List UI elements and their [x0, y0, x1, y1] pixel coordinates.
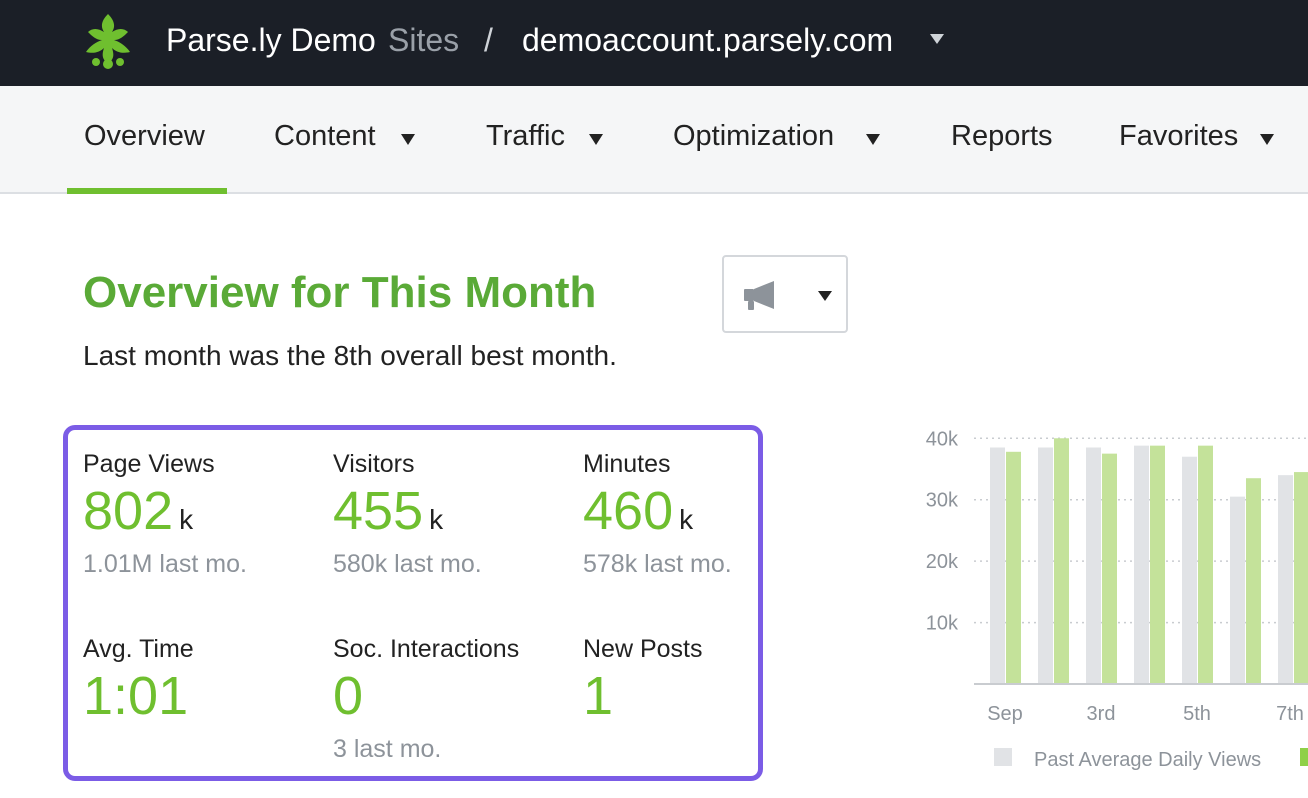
bar-current — [1198, 445, 1213, 684]
bar-past — [1230, 496, 1245, 684]
bar-current — [1006, 451, 1021, 684]
metric-value: 0 — [333, 666, 364, 726]
bar-past — [1086, 447, 1101, 684]
active-tab-indicator — [67, 188, 227, 194]
metric-label: Visitors — [333, 450, 415, 478]
main-nav: Overview Content Traffic Optimization Re… — [0, 86, 1308, 194]
metric-unit: k — [679, 504, 694, 535]
bar-past — [1182, 456, 1197, 684]
metric-visitors[interactable]: Visitors 455 k 580k last mo. — [333, 450, 482, 579]
metric-unit: k — [429, 504, 444, 535]
metric-label: Page Views — [83, 450, 215, 478]
metric-value: 1 — [583, 666, 614, 726]
y-tick-label: 20k — [926, 551, 959, 573]
share-dropdown-button[interactable] — [722, 255, 848, 333]
y-tick-label: 30k — [926, 490, 959, 512]
legend-swatch-past — [994, 748, 1012, 766]
metric-value: 460 — [583, 481, 674, 541]
metric-last-month: 578k last mo. — [583, 549, 732, 578]
daily-views-chart: 40k 30k 20k 10k Sep 3rd 5th 7th Past Average Dai… — [926, 428, 1308, 771]
metrics-panel: Page Views 802 k 1.01M last mo. Visitors … — [63, 425, 763, 781]
chevron-down-icon[interactable] — [1260, 134, 1274, 145]
bar-current — [1150, 445, 1165, 684]
chevron-down-icon[interactable] — [401, 134, 415, 145]
metric-value: 455 — [333, 481, 424, 541]
metric-unit: k — [179, 504, 194, 535]
tab-favorites[interactable]: Favorites — [1119, 120, 1239, 152]
y-tick-label: 40k — [926, 428, 959, 450]
x-tick-label: 3rd — [1087, 703, 1116, 725]
page-subtitle: Last month was the 8th overall best mont… — [83, 340, 617, 371]
tab-reports[interactable]: Reports — [951, 120, 1053, 152]
metric-value: 802 — [83, 481, 174, 541]
tab-content[interactable]: Content — [274, 120, 376, 152]
bar-past — [1278, 475, 1293, 684]
legend-label-past: Past Average Daily Views — [1034, 749, 1261, 771]
site-name[interactable]: Parse.ly Demo — [166, 22, 376, 58]
metric-label: Avg. Time — [83, 635, 194, 663]
domain-selector[interactable]: demoaccount.parsely.com — [522, 22, 894, 58]
tab-optimization[interactable]: Optimization — [673, 120, 835, 152]
top-bar: Parse.ly Demo Sites / demoaccount.parsel… — [0, 0, 1308, 86]
sites-link[interactable]: Sites — [388, 22, 460, 58]
metric-value: 1:01 — [83, 666, 189, 726]
metric-page-views[interactable]: Page Views 802 k 1.01M last mo. — [83, 450, 247, 579]
y-tick-label: 10k — [926, 613, 959, 635]
chevron-down-icon[interactable] — [589, 134, 603, 145]
x-tick-label: 7th — [1276, 703, 1304, 725]
metric-new-posts[interactable]: New Posts 1 — [583, 635, 702, 725]
parsley-leaf-icon[interactable] — [80, 12, 136, 70]
metric-label: New Posts — [583, 635, 703, 663]
tab-overview[interactable]: Overview — [84, 120, 205, 152]
chevron-down-icon[interactable] — [866, 134, 880, 145]
bar-past — [1038, 447, 1053, 684]
bar-current — [1246, 478, 1261, 684]
metric-social-interactions[interactable]: Soc. Interactions 0 3 last mo. — [333, 635, 519, 764]
bar-current — [1054, 438, 1069, 684]
metric-label: Minutes — [583, 450, 671, 478]
legend-swatch-current — [1300, 748, 1308, 766]
x-tick-label: 5th — [1183, 703, 1211, 725]
chevron-down-icon[interactable] — [930, 34, 944, 44]
x-tick-label: Sep — [987, 703, 1023, 725]
chevron-down-icon — [818, 291, 832, 301]
breadcrumb-separator: / — [484, 22, 493, 58]
metric-avg-time[interactable]: Avg. Time 1:01 — [83, 635, 194, 725]
metric-minutes[interactable]: Minutes 460 k 578k last mo. — [583, 450, 732, 579]
megaphone-icon — [744, 281, 774, 310]
bar-past — [990, 447, 1005, 684]
metric-last-month: 580k last mo. — [333, 549, 482, 578]
page-title: Overview for This Month — [83, 268, 597, 317]
metric-last-month: 3 last mo. — [333, 734, 442, 763]
bar-current — [1294, 472, 1308, 684]
bar-current — [1102, 453, 1117, 684]
bar-past — [1134, 445, 1149, 684]
metric-last-month: 1.01M last mo. — [83, 549, 247, 578]
metric-label: Soc. Interactions — [333, 635, 520, 663]
tab-traffic[interactable]: Traffic — [486, 120, 565, 152]
